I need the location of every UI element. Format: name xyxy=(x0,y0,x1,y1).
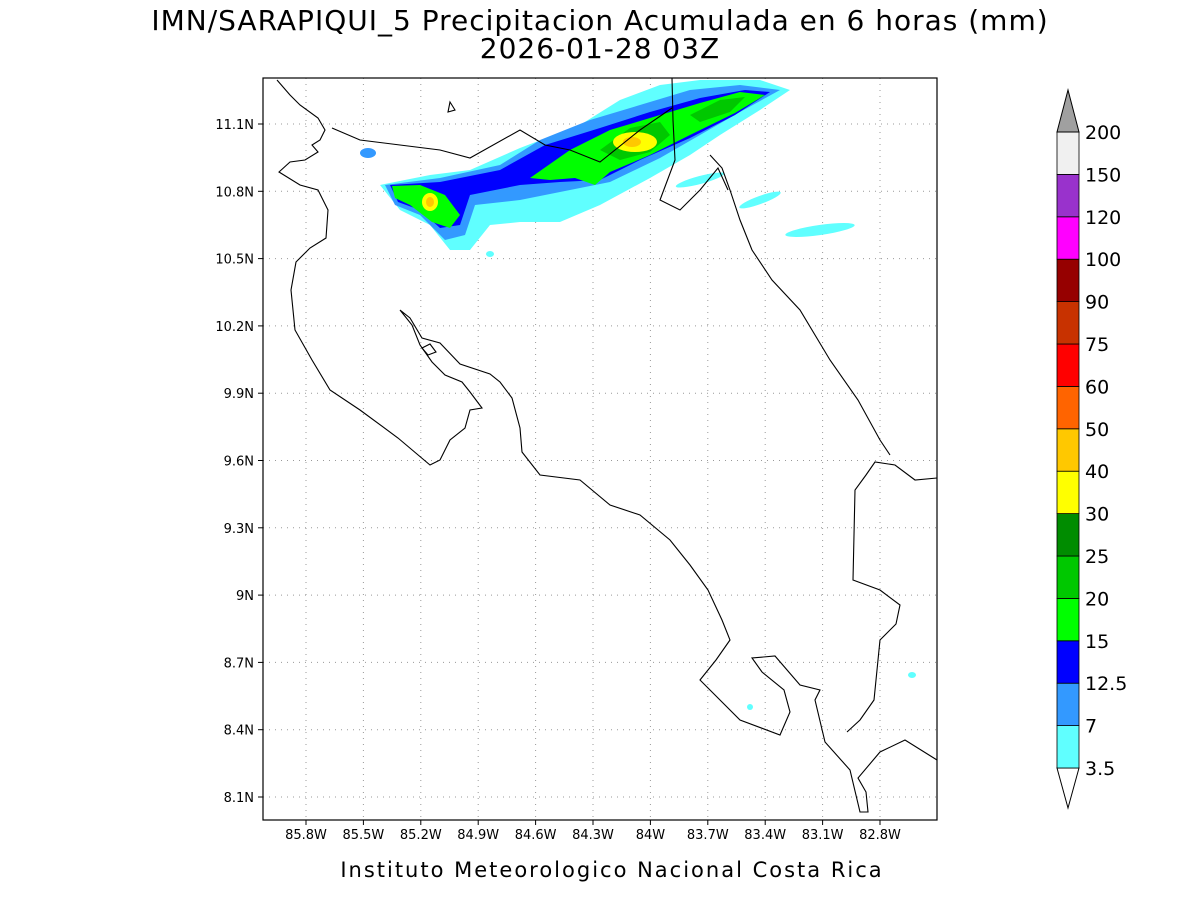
colorbar-label: 30 xyxy=(1085,504,1109,526)
colorbar-swatch xyxy=(1056,173,1080,218)
y-tick-label: 8.1N xyxy=(224,791,254,806)
y-tick-label: 9N xyxy=(236,589,254,604)
colorbar-swatch xyxy=(1056,513,1080,557)
precipitation xyxy=(360,80,916,710)
colorbar-swatch xyxy=(1056,682,1080,727)
y-tick-label: 9.9N xyxy=(224,387,254,402)
subtitle: 2026-01-28 03Z xyxy=(480,32,720,65)
colorbar-label: 12.5 xyxy=(1085,673,1127,695)
title: IMN/SARAPIQUI_5 Precipitacion Acumulada … xyxy=(151,4,1048,37)
colorbar: 3.5 7 12.5 15 20 25 30 40 50 60 75 90 100 120 150 200 xyxy=(1056,88,1127,810)
colorbar-label: 20 xyxy=(1085,588,1109,610)
colorbar-swatch xyxy=(1056,555,1080,599)
colorbar-swatch xyxy=(1056,216,1080,260)
colorbar-swatch xyxy=(1056,598,1080,642)
x-tick-label: 85.5W xyxy=(342,828,384,843)
coastlines xyxy=(276,77,938,813)
x-tick-label: 84.9W xyxy=(457,828,499,843)
colorbar-label: 15 xyxy=(1085,631,1109,653)
x-tick-label: 83.7W xyxy=(687,828,729,843)
colorbar-under xyxy=(1056,767,1080,810)
x-tick-label: 85.2W xyxy=(400,828,442,843)
colorbar-label: 120 xyxy=(1085,207,1121,229)
colorbar-label: 3.5 xyxy=(1085,758,1115,780)
x-tick-label: 83.4W xyxy=(744,828,786,843)
colorbar-label: 200 xyxy=(1085,122,1121,144)
colorbar-label: 7 xyxy=(1085,716,1097,738)
colorbar-swatch xyxy=(1056,131,1080,175)
x-tick-label: 84.3W xyxy=(572,828,614,843)
y-tick-label: 10.5N xyxy=(215,253,254,268)
map-frame xyxy=(262,77,938,821)
axis-ticks: 85.8W 85.5W 85.2W 84.9W 84.6W 84.3W 84W 83.7W 83… xyxy=(215,118,901,843)
x-tick-label: 84W xyxy=(636,828,666,843)
colorbar-over xyxy=(1056,88,1080,133)
y-tick-label: 11.1N xyxy=(215,118,254,133)
colorbar-label: 60 xyxy=(1085,376,1109,398)
footer: Instituto Meteorologico Nacional Costa R… xyxy=(340,858,883,882)
colorbar-label: 40 xyxy=(1085,461,1109,483)
colorbar-swatch xyxy=(1056,301,1080,345)
y-tick-label: 9.3N xyxy=(224,522,254,537)
colorbar-swatch xyxy=(1056,428,1080,472)
x-tick-label: 85.8W xyxy=(285,828,327,843)
colorbar-label: 100 xyxy=(1085,249,1121,271)
colorbar-swatch xyxy=(1056,385,1080,430)
y-tick-label: 9.6N xyxy=(224,455,254,470)
y-tick-label: 8.7N xyxy=(224,656,254,671)
colorbar-swatch xyxy=(1056,640,1080,684)
colorbar-swatch xyxy=(1056,470,1080,515)
colorbar-swatch xyxy=(1056,343,1080,387)
colorbar-label: 75 xyxy=(1085,334,1109,356)
colorbar-label: 150 xyxy=(1085,164,1121,186)
y-tick-label: 10.8N xyxy=(215,185,254,200)
grid xyxy=(263,78,937,820)
x-tick-label: 84.6W xyxy=(515,828,557,843)
colorbar-label: 90 xyxy=(1085,292,1109,314)
colorbar-label: 50 xyxy=(1085,419,1109,441)
colorbar-swatch xyxy=(1056,725,1080,769)
y-tick-label: 8.4N xyxy=(224,724,254,739)
x-tick-label: 83.1W xyxy=(802,828,844,843)
colorbar-swatch xyxy=(1056,258,1080,303)
x-tick-label: 82.8W xyxy=(859,828,901,843)
y-tick-label: 10.2N xyxy=(215,320,254,335)
colorbar-label: 25 xyxy=(1085,546,1109,568)
